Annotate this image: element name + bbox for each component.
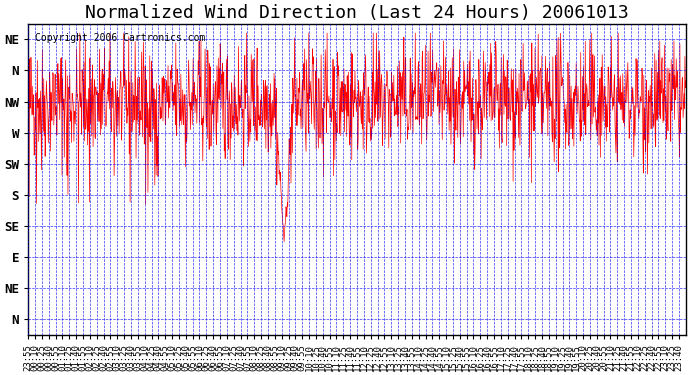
Title: Normalized Wind Direction (Last 24 Hours) 20061013: Normalized Wind Direction (Last 24 Hours… <box>85 4 629 22</box>
Text: Copyright 2006 Cartronics.com: Copyright 2006 Cartronics.com <box>34 33 205 43</box>
